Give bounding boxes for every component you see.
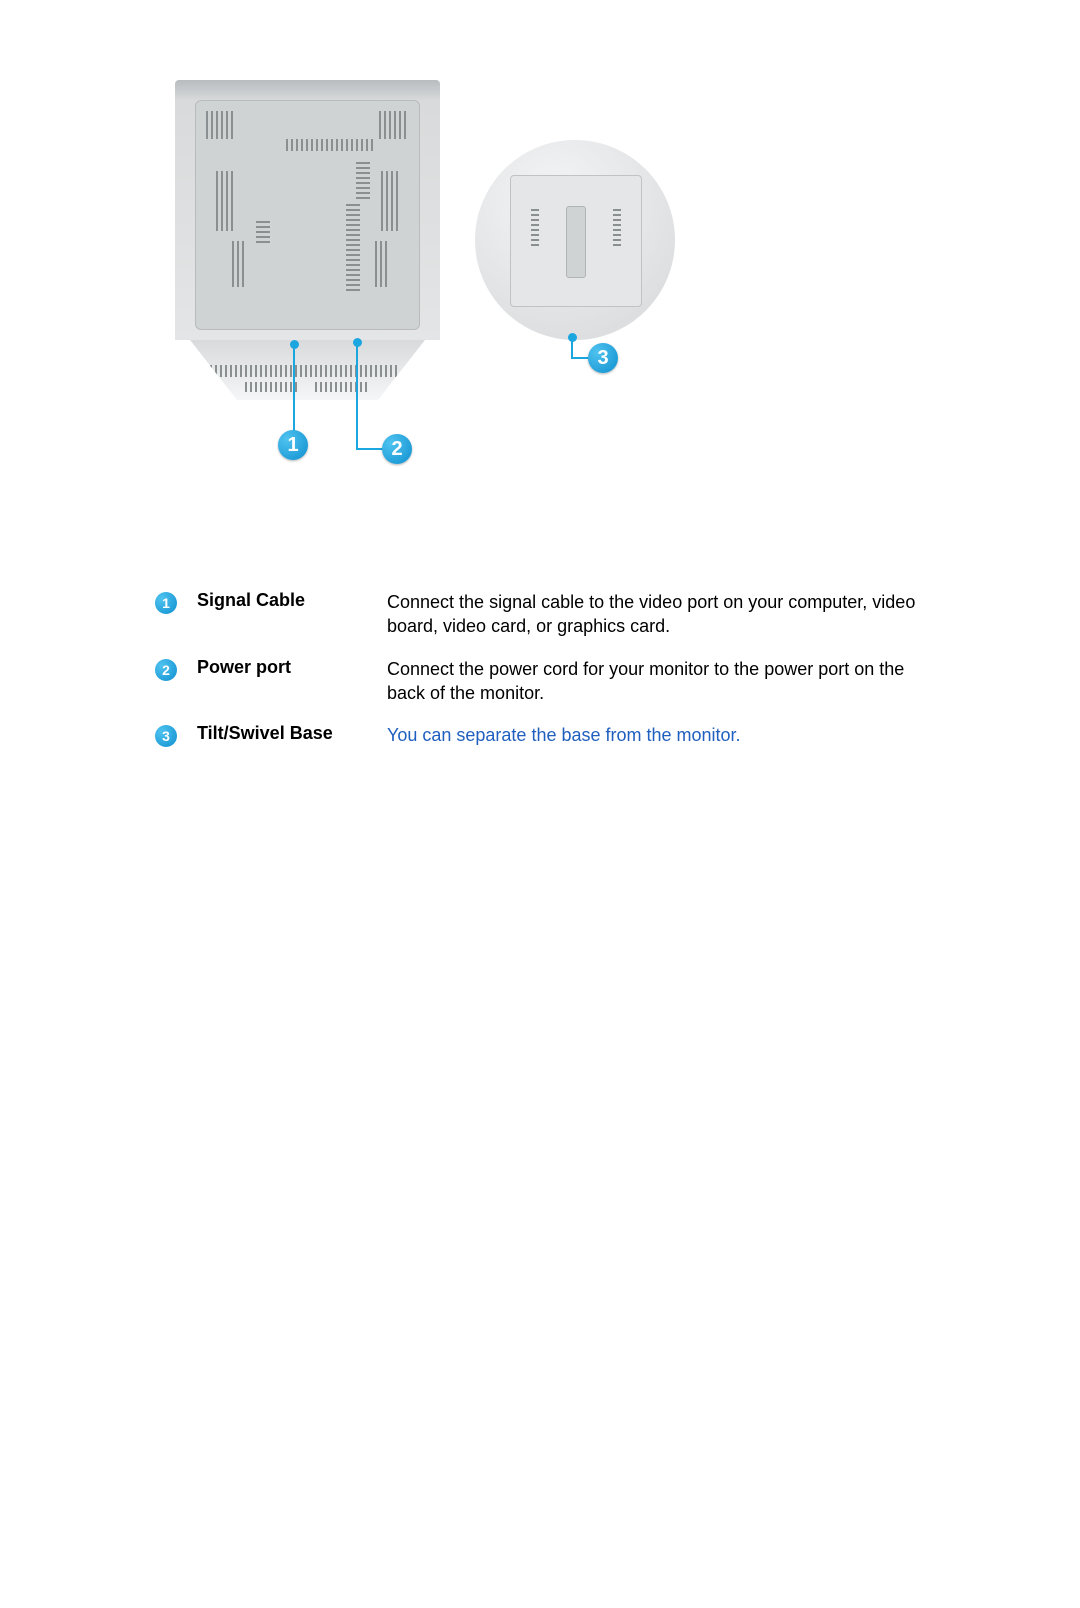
monitor-skirt-illustration [190,340,425,400]
diagram-area: 1 2 3 [0,80,1080,470]
callout-3-badge: 3 [588,343,618,373]
callout-2-number: 2 [391,438,402,461]
monitor-back-illustration [175,80,440,340]
callout-1-line [293,344,295,438]
legend-title-1: Signal Cable [197,590,387,611]
monitor-inner-panel [195,100,420,330]
legend-badge-1: 1 [155,592,177,614]
base-plate-illustration [510,175,642,307]
callout-3-line-v [571,337,573,359]
legend-row-2: 2 Power port Connect the power cord for … [155,657,925,706]
legend-title-2: Power port [197,657,387,678]
callout-2-badge: 2 [382,434,412,464]
legend-badge-2: 2 [155,659,177,681]
legend-row-3: 3 Tilt/Swivel Base You can separate the … [155,723,925,747]
legend-desc-1: Connect the signal cable to the video po… [387,590,925,639]
legend-desc-3[interactable]: You can separate the base from the monit… [387,723,925,747]
legend-desc-2: Connect the power cord for your monitor … [387,657,925,706]
page: 1 2 3 1 Signal Cable Connect the signal … [0,80,1080,470]
legend-row-1: 1 Signal Cable Connect the signal cable … [155,590,925,639]
legend-badge-1-number: 1 [162,595,170,611]
legend-badge-3: 3 [155,725,177,747]
legend: 1 Signal Cable Connect the signal cable … [155,590,925,765]
callout-1-number: 1 [287,434,298,457]
callout-2-line-h [356,448,384,450]
callout-2-line-v [356,342,358,450]
callout-1-badge: 1 [278,430,308,460]
legend-badge-3-number: 3 [162,728,170,744]
legend-badge-2-number: 2 [162,662,170,678]
legend-title-3: Tilt/Swivel Base [197,723,387,744]
callout-3-number: 3 [597,347,608,370]
